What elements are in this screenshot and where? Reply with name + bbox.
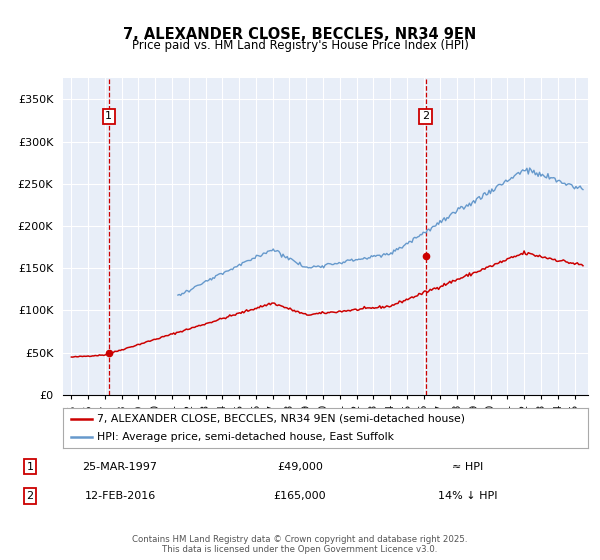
Text: ≈ HPI: ≈ HPI	[452, 461, 484, 472]
Text: 14% ↓ HPI: 14% ↓ HPI	[438, 491, 498, 501]
Text: 1: 1	[105, 111, 112, 122]
Text: 12-FEB-2016: 12-FEB-2016	[85, 491, 155, 501]
Text: 7, ALEXANDER CLOSE, BECCLES, NR34 9EN: 7, ALEXANDER CLOSE, BECCLES, NR34 9EN	[124, 27, 476, 42]
Text: £165,000: £165,000	[274, 491, 326, 501]
Text: 2: 2	[422, 111, 429, 122]
Text: HPI: Average price, semi-detached house, East Suffolk: HPI: Average price, semi-detached house,…	[97, 432, 394, 442]
Text: 7, ALEXANDER CLOSE, BECCLES, NR34 9EN (semi-detached house): 7, ALEXANDER CLOSE, BECCLES, NR34 9EN (s…	[97, 414, 465, 423]
Text: Contains HM Land Registry data © Crown copyright and database right 2025.
This d: Contains HM Land Registry data © Crown c…	[132, 535, 468, 554]
Text: Price paid vs. HM Land Registry's House Price Index (HPI): Price paid vs. HM Land Registry's House …	[131, 39, 469, 53]
Text: 2: 2	[26, 491, 34, 501]
Text: £49,000: £49,000	[277, 461, 323, 472]
Text: 25-MAR-1997: 25-MAR-1997	[83, 461, 157, 472]
Text: 1: 1	[26, 461, 34, 472]
